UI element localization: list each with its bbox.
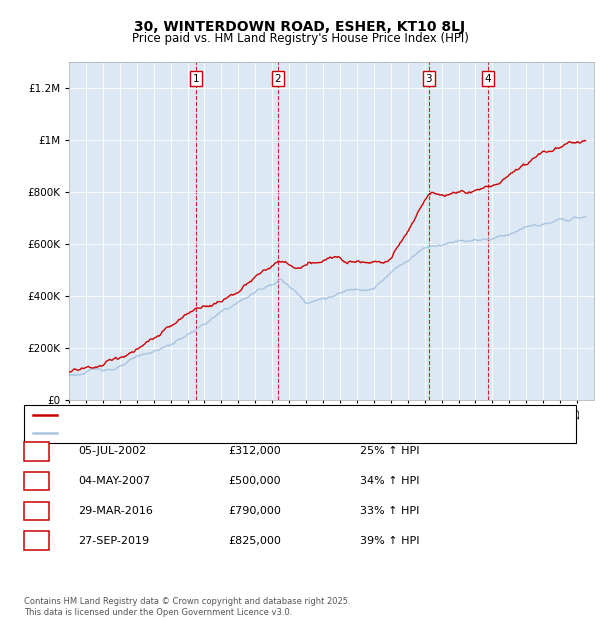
Text: 04-MAY-2007: 04-MAY-2007 bbox=[78, 476, 150, 486]
Text: 4: 4 bbox=[33, 536, 40, 546]
Text: 27-SEP-2019: 27-SEP-2019 bbox=[78, 536, 149, 546]
Text: 1: 1 bbox=[193, 74, 199, 84]
Text: 30, WINTERDOWN ROAD, ESHER, KT10 8LJ: 30, WINTERDOWN ROAD, ESHER, KT10 8LJ bbox=[134, 20, 466, 34]
Text: HPI: Average price, semi-detached house, Elmbridge: HPI: Average price, semi-detached house,… bbox=[60, 428, 335, 438]
Text: 29-MAR-2016: 29-MAR-2016 bbox=[78, 506, 153, 516]
Text: 34% ↑ HPI: 34% ↑ HPI bbox=[360, 476, 419, 486]
Text: 2: 2 bbox=[33, 476, 40, 486]
Text: £790,000: £790,000 bbox=[228, 506, 281, 516]
Text: 25% ↑ HPI: 25% ↑ HPI bbox=[360, 446, 419, 456]
Text: £312,000: £312,000 bbox=[228, 446, 281, 456]
Text: 33% ↑ HPI: 33% ↑ HPI bbox=[360, 506, 419, 516]
Text: £500,000: £500,000 bbox=[228, 476, 281, 486]
Text: Contains HM Land Registry data © Crown copyright and database right 2025.
This d: Contains HM Land Registry data © Crown c… bbox=[24, 598, 350, 617]
Text: 05-JUL-2002: 05-JUL-2002 bbox=[78, 446, 146, 456]
Text: 3: 3 bbox=[425, 74, 432, 84]
Text: 39% ↑ HPI: 39% ↑ HPI bbox=[360, 536, 419, 546]
Text: 2: 2 bbox=[275, 74, 281, 84]
Text: 4: 4 bbox=[485, 74, 491, 84]
Text: 3: 3 bbox=[33, 506, 40, 516]
Text: 1: 1 bbox=[33, 446, 40, 456]
Text: 30, WINTERDOWN ROAD, ESHER, KT10 8LJ (semi-detached house): 30, WINTERDOWN ROAD, ESHER, KT10 8LJ (se… bbox=[60, 410, 404, 420]
Text: £825,000: £825,000 bbox=[228, 536, 281, 546]
Text: Price paid vs. HM Land Registry's House Price Index (HPI): Price paid vs. HM Land Registry's House … bbox=[131, 32, 469, 45]
